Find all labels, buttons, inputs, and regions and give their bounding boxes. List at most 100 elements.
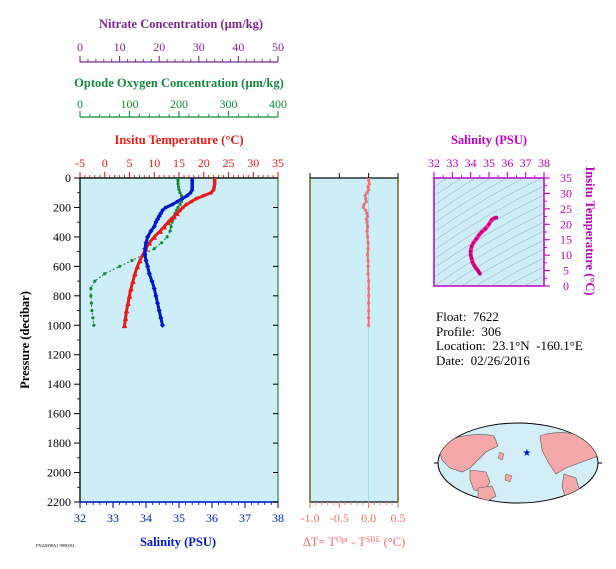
ts-density-contour xyxy=(475,248,544,286)
ts-salinity-axis: 32 33 34 35 36 37 38 xyxy=(428,156,550,178)
salinity-point xyxy=(153,219,159,225)
delta-t-point xyxy=(362,202,366,207)
delta-t-point xyxy=(363,194,367,198)
nitrate-tick-label: 0 xyxy=(77,40,83,54)
oxygen-tick-label: 200 xyxy=(170,97,188,111)
salinity-point xyxy=(153,293,159,299)
temperature-point xyxy=(130,278,136,284)
salinity-point xyxy=(142,246,148,252)
salinity-point xyxy=(145,263,151,269)
temperature-point xyxy=(128,285,134,292)
delta-t-point xyxy=(361,205,365,210)
temperature-point xyxy=(161,223,167,230)
pressure-tick-label: 1600 xyxy=(47,407,71,421)
delta-t-point xyxy=(367,179,371,183)
float-info: Float: 7622 Profile: 306 Location: 23.1°… xyxy=(436,309,583,368)
float-id: Float: 7622 xyxy=(436,309,499,324)
temperature-point xyxy=(184,202,189,207)
oxygen-tick-label: 0 xyxy=(77,97,83,111)
salinity-point xyxy=(170,202,175,207)
ts-salinity-tick-label: 36 xyxy=(501,156,513,170)
delta-t-point xyxy=(365,191,369,195)
delta-t-point xyxy=(365,235,370,239)
delta-t-point xyxy=(367,323,371,327)
oxygen-axis: 0 100 200 300 400 xyxy=(77,97,287,118)
profile-date: Date: 02/26/2016 xyxy=(436,352,530,368)
delta-t-point xyxy=(366,258,370,263)
temperature-tick-label: 30 xyxy=(247,156,259,170)
oxygen-tick-label: 400 xyxy=(269,97,287,111)
ts-density-contour xyxy=(446,230,544,286)
oxygen-point xyxy=(92,323,96,327)
ts-point xyxy=(477,233,481,237)
ts-point xyxy=(470,260,475,264)
delta-t-point xyxy=(366,247,370,251)
temperature-point xyxy=(125,300,131,306)
oxygen-point xyxy=(176,185,181,189)
salinity-point xyxy=(180,196,185,201)
ts-density-contour xyxy=(434,221,544,286)
ts-temperature-tick-label: 35 xyxy=(560,171,572,185)
salinity-point xyxy=(151,224,157,230)
salinity-point xyxy=(154,300,161,306)
profile-series xyxy=(89,178,217,329)
salinity-point xyxy=(163,205,168,210)
float-location-star-icon: ★ xyxy=(522,448,531,459)
oxygen-point xyxy=(178,202,182,207)
temperature-point xyxy=(209,190,214,195)
temperature-point xyxy=(165,219,171,225)
salinity-point xyxy=(143,257,149,264)
ts-density-contour xyxy=(506,266,544,286)
pressure-tick-label: 2000 xyxy=(47,466,71,480)
pressure-tick-label: 1200 xyxy=(47,348,71,362)
salinity-point xyxy=(149,278,155,284)
nitrate-tick-label: 20 xyxy=(153,40,165,54)
pressure-axis: 0 200 400 600 800 1000 1200 1400 1600 1800 2000 220… xyxy=(47,171,314,509)
delta-t-point xyxy=(366,272,370,276)
oxygen-point xyxy=(89,294,93,298)
pressure-tick-label: 1400 xyxy=(47,377,71,391)
nitrate-tick-label: 50 xyxy=(272,40,284,54)
temperature-tick-label: 0 xyxy=(102,156,108,170)
delta-t-point xyxy=(367,308,371,313)
ts-temperature-tick-label: 0 xyxy=(563,279,569,293)
delta-t-point xyxy=(365,252,370,257)
delta-t-point xyxy=(367,301,371,305)
ts-density-contour xyxy=(434,203,544,269)
oxygen-point xyxy=(160,241,164,245)
delta-t-point xyxy=(365,225,370,229)
delta-t-point xyxy=(364,199,368,204)
ts-salinity-tick-label: 37 xyxy=(520,156,532,170)
oxygen-point xyxy=(130,258,134,263)
salinity-point xyxy=(190,184,195,189)
salinity-point xyxy=(143,240,149,246)
ts-point xyxy=(471,241,476,245)
salinity-tick-label: 36 xyxy=(206,511,218,525)
delta-t-point xyxy=(367,316,371,320)
nitrate-tick-label: 10 xyxy=(114,40,126,54)
ts-point xyxy=(469,244,474,249)
salinity-point xyxy=(188,190,193,195)
delta-t-point xyxy=(364,197,368,201)
oxygen-point xyxy=(176,182,180,186)
oxygen-point xyxy=(179,194,184,198)
delta-t-tick-label: 0.5 xyxy=(391,511,406,525)
salinity-point xyxy=(156,307,162,314)
delta-t-point xyxy=(364,208,368,212)
delta-t-point xyxy=(365,229,369,233)
ts-density-contours xyxy=(434,178,544,286)
pressure-tick-label: 1000 xyxy=(47,318,71,332)
temperature-point xyxy=(137,257,143,264)
temperature-point xyxy=(123,307,130,314)
footer-tag: FN22008A1 9990/04 xyxy=(36,543,75,548)
delta-t-series xyxy=(361,178,371,327)
pressure-tick-label: 1800 xyxy=(47,436,71,450)
ts-density-contour xyxy=(434,178,508,224)
location-map: ★ xyxy=(434,422,602,504)
delta-t-point xyxy=(366,185,370,189)
ts-temperature-label: Insitu Temperature (°C) xyxy=(583,166,597,295)
temperature-point xyxy=(122,315,129,321)
temperature-point xyxy=(212,179,217,183)
salinity-point xyxy=(159,322,166,328)
